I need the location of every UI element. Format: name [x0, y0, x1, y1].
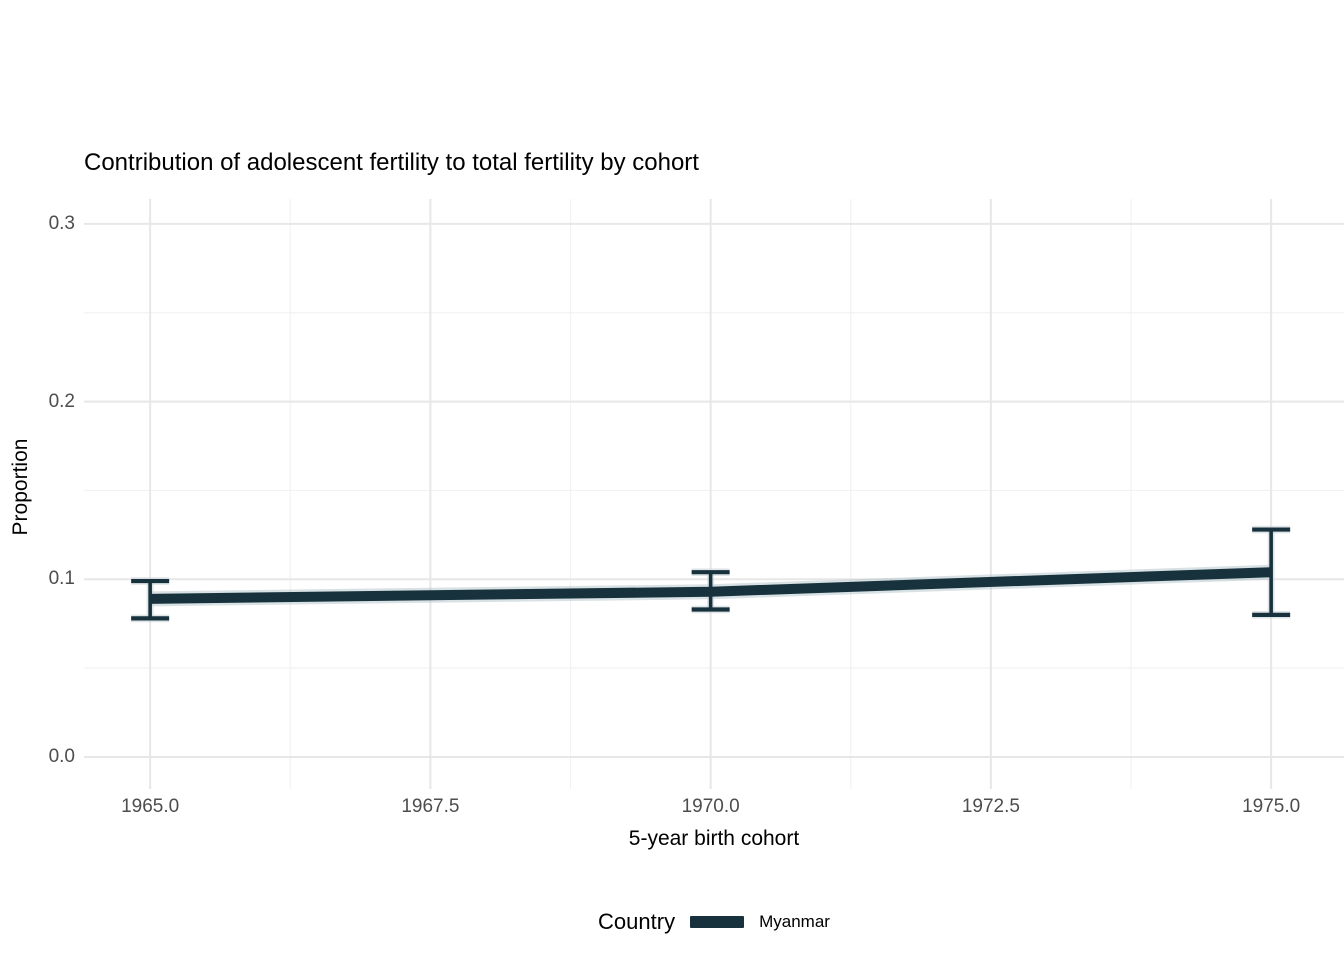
- minor-gridlines: [84, 199, 1344, 789]
- legend-title: Country: [598, 909, 676, 934]
- x-axis-title: 5-year birth cohort: [628, 827, 800, 850]
- legend-item-label: Myanmar: [759, 912, 830, 931]
- x-tick-label: 1967.5: [401, 796, 460, 817]
- y-tick-label: 0.2: [48, 390, 75, 412]
- legend-key-line: [690, 916, 745, 928]
- x-tick-label: 1975.0: [1242, 796, 1301, 817]
- y-tick-label: 0.3: [48, 212, 75, 234]
- y-axis-title: Proportion: [9, 438, 32, 536]
- x-tick-label: 1970.0: [681, 796, 740, 817]
- chart-title: Contribution of adolescent fertility to …: [84, 149, 699, 176]
- series-line-myanmar: [150, 567, 1272, 604]
- major-gridlines: [84, 199, 1344, 789]
- x-tick-label: 1965.0: [121, 796, 180, 817]
- x-tick-label: 1972.5: [961, 796, 1020, 817]
- y-tick-label: 0.1: [48, 568, 75, 590]
- y-tick-label: 0.0: [48, 746, 75, 767]
- legend: Country Myanmar: [84, 900, 1344, 944]
